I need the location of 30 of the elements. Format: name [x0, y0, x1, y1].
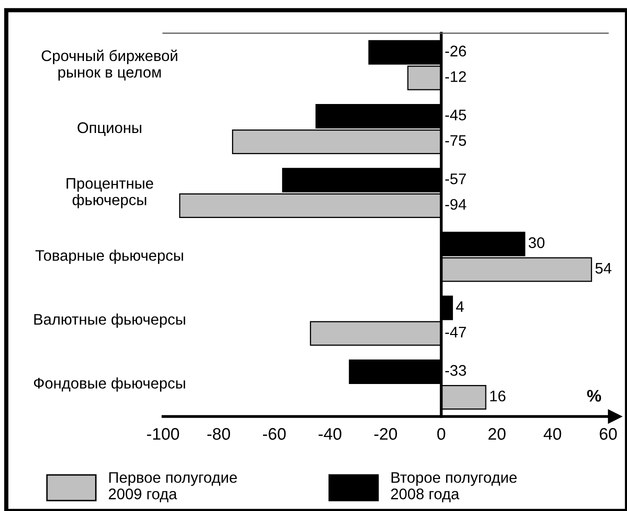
legend-label: Первое полугодие 2009 года [108, 472, 237, 502]
x-tick-label: 20 [488, 428, 506, 440]
data-label: 54 [595, 262, 612, 274]
data-label: 4 [456, 301, 464, 312]
x-tick-label: 40 [544, 428, 562, 440]
x-axis-title: % [587, 390, 602, 402]
data-label: -75 [445, 135, 466, 146]
y-tick-label: Товарные фьючерсы [35, 250, 184, 264]
legend-label: Второе полугодие 2008 года [391, 472, 517, 502]
data-label: 16 [490, 390, 506, 402]
y-tick-label: Процентные фьючерсы [66, 178, 154, 208]
data-label: -12 [445, 71, 466, 82]
data-label: 30 [528, 237, 544, 248]
y-tick-label: Фондовые фьючерсы [34, 377, 186, 392]
y-tick-label: Срочный биржевой рынок в целом [42, 50, 178, 81]
data-label: -26 [445, 46, 466, 56]
y-tick-label: Валютные фьючерсы [34, 314, 186, 328]
y-tick-label: Опционы [78, 122, 142, 136]
data-label: -57 [445, 174, 466, 184]
x-tick-label: 60 [600, 428, 617, 440]
x-tick-label: 0 [437, 428, 446, 440]
x-tick-label: -80 [207, 428, 230, 440]
x-tick-label: -20 [374, 428, 397, 440]
data-label: -47 [445, 326, 466, 338]
x-tick-label: -40 [318, 428, 342, 440]
data-label: -45 [445, 110, 466, 120]
x-tick-label: -100 [147, 428, 180, 440]
data-label: -33 [445, 365, 466, 376]
x-tick-label: -60 [263, 428, 286, 440]
data-label: -94 [445, 198, 466, 210]
